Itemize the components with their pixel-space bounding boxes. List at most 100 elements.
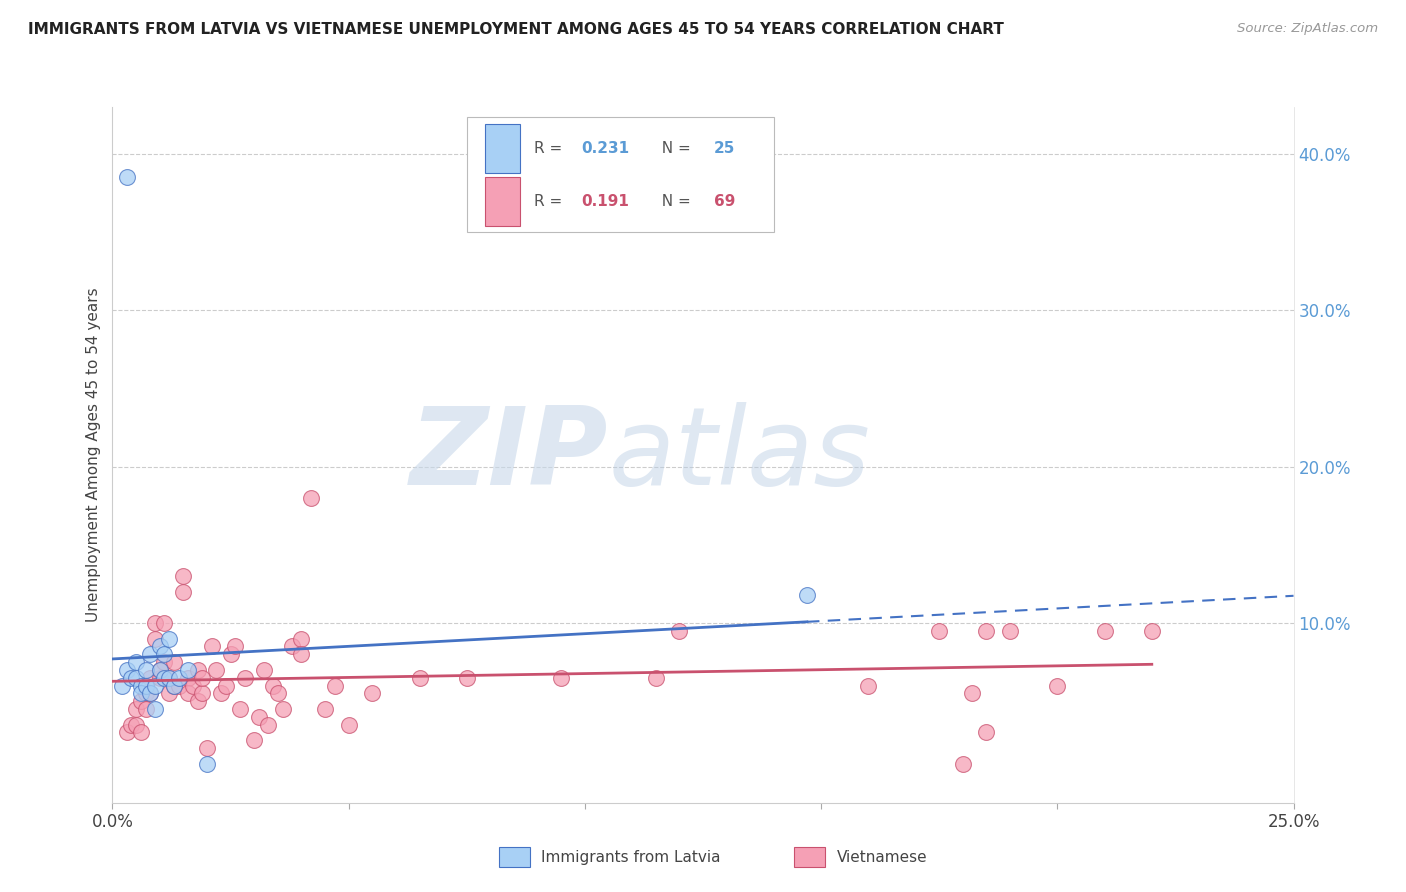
Point (224, 640, 246, 654)
Point (271, 702, 294, 716)
FancyBboxPatch shape (467, 118, 773, 232)
Point (163, 655, 186, 669)
Point (998, 624, 1021, 638)
Point (149, 663, 172, 677)
Point (361, 686, 384, 700)
Point (139, 686, 162, 700)
Point (120, 717, 142, 731)
Point (962, 686, 984, 700)
Point (135, 686, 157, 700)
Point (167, 671, 190, 685)
Text: 0.191: 0.191 (581, 194, 630, 209)
Point (149, 640, 172, 654)
Point (290, 647, 312, 661)
Point (125, 655, 148, 669)
Point (262, 679, 284, 693)
Text: R =: R = (534, 194, 567, 209)
Point (172, 569, 194, 583)
Text: Immigrants from Latvia: Immigrants from Latvia (541, 850, 721, 864)
Point (1094, 624, 1116, 638)
Point (243, 733, 266, 747)
Text: 0.231: 0.231 (581, 141, 630, 156)
Point (172, 584, 194, 599)
Point (281, 640, 304, 654)
FancyBboxPatch shape (485, 177, 520, 226)
Point (115, 170, 138, 185)
Point (215, 679, 238, 693)
Point (143, 632, 166, 646)
FancyBboxPatch shape (485, 124, 520, 173)
Point (149, 663, 172, 677)
Point (796, 588, 818, 602)
Point (129, 725, 152, 739)
Point (205, 663, 228, 677)
Point (129, 679, 152, 693)
Point (267, 686, 290, 700)
Point (323, 679, 346, 693)
Text: N =: N = (652, 141, 696, 156)
Point (1140, 624, 1163, 638)
Point (157, 632, 180, 646)
Point (408, 671, 430, 685)
Point (644, 671, 666, 685)
Point (139, 686, 162, 700)
Point (668, 624, 690, 638)
Point (976, 725, 998, 739)
Point (120, 671, 142, 685)
Point (115, 663, 138, 677)
Point (157, 686, 180, 700)
Text: atlas: atlas (609, 402, 870, 508)
Point (149, 671, 172, 685)
Point (157, 671, 180, 685)
Point (125, 671, 148, 685)
Point (209, 686, 232, 700)
Point (135, 702, 157, 716)
Text: 69: 69 (714, 194, 735, 209)
Point (157, 671, 180, 685)
Point (247, 710, 270, 724)
Point (153, 655, 176, 669)
Point (191, 686, 214, 700)
Point (143, 702, 166, 716)
Point (1046, 679, 1069, 693)
Text: IMMIGRANTS FROM LATVIA VS VIETNAMESE UNEMPLOYMENT AMONG AGES 45 TO 54 YEARS CORR: IMMIGRANTS FROM LATVIA VS VIETNAMESE UNE… (28, 22, 1004, 37)
Point (456, 671, 478, 685)
Point (125, 717, 148, 731)
Point (299, 491, 322, 505)
Point (177, 686, 200, 700)
Point (195, 741, 218, 756)
Point (163, 679, 186, 693)
Point (290, 632, 312, 646)
Point (153, 615, 176, 630)
Y-axis label: Unemployment Among Ages 45 to 54 years: Unemployment Among Ages 45 to 54 years (86, 287, 101, 623)
Point (219, 647, 242, 661)
Point (952, 756, 974, 771)
Point (143, 615, 166, 630)
Point (139, 671, 162, 685)
Point (153, 671, 176, 685)
Point (135, 663, 157, 677)
Point (111, 679, 134, 693)
Point (186, 694, 208, 708)
Point (163, 679, 186, 693)
Point (115, 725, 138, 739)
Text: N =: N = (652, 194, 696, 209)
Point (191, 671, 214, 685)
Point (337, 717, 360, 731)
Point (177, 663, 200, 677)
Point (143, 679, 166, 693)
Point (181, 679, 204, 693)
Point (928, 624, 950, 638)
Text: Source: ZipAtlas.com: Source: ZipAtlas.com (1237, 22, 1378, 36)
Point (976, 624, 998, 638)
Point (153, 647, 176, 661)
Point (167, 679, 190, 693)
Point (253, 663, 276, 677)
Point (229, 702, 252, 716)
Point (858, 679, 880, 693)
Text: R =: R = (534, 141, 567, 156)
Text: Vietnamese: Vietnamese (837, 850, 927, 864)
Point (186, 663, 208, 677)
Point (257, 717, 280, 731)
Point (135, 679, 157, 693)
